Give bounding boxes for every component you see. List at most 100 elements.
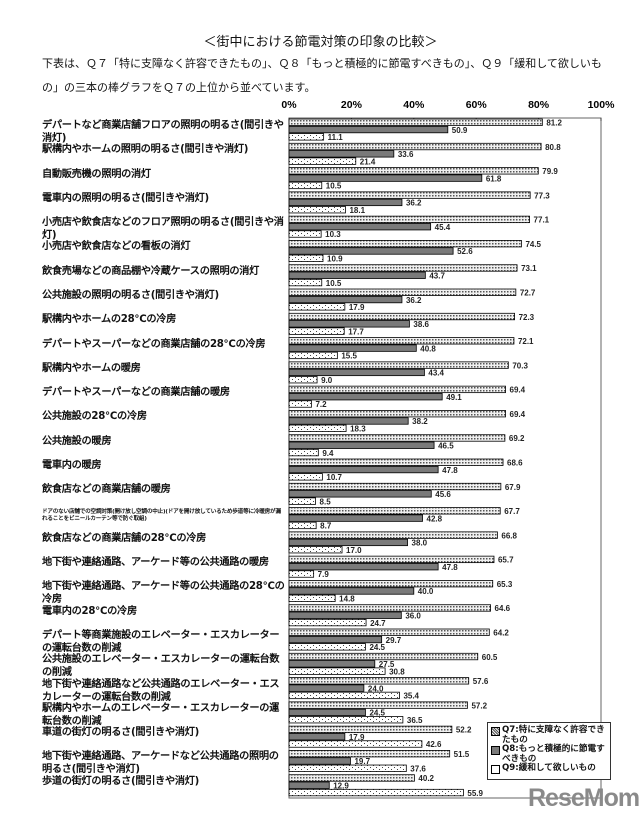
data-label-q8: 46.5 bbox=[438, 442, 454, 451]
legend-swatch-q8 bbox=[491, 746, 500, 755]
bar-q8 bbox=[288, 223, 432, 231]
data-label-q7: 60.5 bbox=[482, 653, 498, 662]
data-label-q7: 51.5 bbox=[454, 750, 470, 759]
data-label-q7: 69.4 bbox=[510, 410, 526, 419]
data-label-q8: 42.8 bbox=[427, 514, 443, 523]
data-label-q7: 69.2 bbox=[509, 434, 525, 443]
bar-q8 bbox=[288, 344, 417, 352]
bar-q9 bbox=[288, 448, 319, 457]
category-label: 地下街や連絡通路、アーケード等の公共通路の暖房 bbox=[42, 557, 269, 569]
data-label-q8: 40.0 bbox=[418, 587, 434, 596]
bar-q8 bbox=[288, 247, 454, 255]
bar-q7 bbox=[288, 215, 530, 224]
bar-q9 bbox=[288, 497, 316, 505]
bar-q7 bbox=[288, 604, 491, 612]
data-label-q9: 42.6 bbox=[426, 740, 442, 749]
bar-q7 bbox=[288, 191, 531, 199]
resemom-logo: ReseMom bbox=[528, 784, 640, 812]
bar-q9 bbox=[288, 254, 324, 262]
bar-q8 bbox=[288, 320, 410, 328]
bar-q7 bbox=[288, 677, 470, 685]
bar-q8 bbox=[288, 490, 432, 498]
data-label-q7: 81.2 bbox=[546, 119, 562, 128]
data-label-q9: 37.6 bbox=[410, 765, 426, 774]
category-label: デパートやスーパーなどの商業店舗の暖房 bbox=[42, 387, 230, 399]
data-label-q9: 15.5 bbox=[341, 352, 357, 361]
data-label-q8: 47.8 bbox=[442, 466, 458, 475]
data-label-q8: 36.2 bbox=[406, 296, 422, 305]
category-label: 公共施設の照明の明るさ(間引きや消灯) bbox=[42, 290, 219, 301]
bar-q7 bbox=[288, 725, 453, 734]
data-label-q9: 24.5 bbox=[369, 643, 385, 652]
category-label: 自動販売機の照明の消灯 bbox=[42, 168, 151, 180]
category-label: 車道の街灯の明るさ(間引きや消灯) bbox=[42, 727, 200, 739]
data-label-q9: 10.5 bbox=[326, 182, 342, 191]
bar-q7 bbox=[288, 458, 504, 466]
data-label-q8: 61.8 bbox=[486, 174, 502, 183]
bar-q7 bbox=[288, 555, 495, 564]
bar-q9 bbox=[288, 473, 323, 481]
bar-q7 bbox=[288, 167, 539, 175]
bar-q8 bbox=[288, 465, 439, 474]
data-label-q9: 14.8 bbox=[339, 595, 355, 604]
data-label-q7: 52.2 bbox=[456, 726, 472, 735]
bar-q7 bbox=[288, 482, 502, 491]
bar-q7 bbox=[288, 410, 506, 418]
x-tick-label: 60% bbox=[466, 99, 488, 111]
data-label-q7: 66.8 bbox=[501, 531, 517, 540]
bar-q7 bbox=[288, 240, 522, 248]
bar-q9 bbox=[288, 206, 346, 214]
bar-q9 bbox=[288, 230, 322, 238]
bar-q8 bbox=[288, 587, 415, 595]
bar-q8 bbox=[288, 635, 383, 644]
category-label: 飲食店などの商業店舗の暖房 bbox=[42, 484, 171, 496]
category-label: 公共施設の28℃の冷房 bbox=[42, 411, 147, 423]
data-label-q7: 67.9 bbox=[505, 483, 521, 492]
data-label-q7: 65.7 bbox=[498, 556, 514, 565]
legend-label-q7: Q7:特に支障なく許容できたもの bbox=[502, 725, 605, 745]
data-label-q9: 8.7 bbox=[320, 522, 332, 531]
bar-q9 bbox=[288, 327, 345, 335]
data-label-q7: 64.2 bbox=[493, 629, 509, 638]
data-label-q7: 72.3 bbox=[519, 313, 535, 322]
data-label-q9: 55.9 bbox=[467, 789, 483, 798]
bar-q9 bbox=[288, 618, 367, 627]
data-label-q9: 36.5 bbox=[407, 716, 423, 725]
chart-description: 下表は、Ｑ７「特に支障なく許容できたもの」、Ｑ８「もっと積極的に節電すべきもの」… bbox=[42, 57, 602, 94]
bar-q8 bbox=[288, 538, 408, 547]
bar-q9 bbox=[288, 376, 318, 384]
bar-q8 bbox=[288, 441, 435, 449]
bar-q7 bbox=[288, 507, 501, 515]
bar-q7 bbox=[288, 628, 490, 636]
plot-frame bbox=[288, 117, 602, 799]
category-label: 地下街や連絡通路、アーケード等の公共通路の28℃の冷房 bbox=[42, 581, 285, 606]
bar-q7 bbox=[288, 750, 451, 758]
bar-q7 bbox=[288, 701, 468, 709]
data-label-q9: 11.1 bbox=[328, 133, 344, 142]
data-label-q8: 24.0 bbox=[368, 684, 384, 693]
data-label-q7: 73.1 bbox=[521, 264, 537, 273]
data-label-q9: 10.5 bbox=[326, 279, 342, 288]
data-label-q9: 7.2 bbox=[315, 400, 327, 409]
bar-q7 bbox=[288, 531, 498, 539]
bar-q9 bbox=[288, 133, 325, 141]
category-label: 小売店や飲食店などのフロア照明の明るさ(間引きや消灯) bbox=[42, 217, 284, 242]
bar-q8 bbox=[288, 150, 395, 158]
bar-q8 bbox=[288, 514, 423, 522]
bar-q8 bbox=[288, 733, 346, 741]
category-label: 歩道の街灯の明るさ(間引きや消灯) bbox=[42, 775, 200, 787]
bar-q8 bbox=[288, 393, 443, 401]
data-label-q8: 40.8 bbox=[420, 344, 436, 353]
data-label-q7: 72.1 bbox=[518, 337, 534, 346]
data-label-q7: 74.5 bbox=[525, 240, 541, 249]
bar-q7 bbox=[288, 337, 515, 345]
data-label-q7: 57.6 bbox=[473, 677, 489, 686]
bar-q9 bbox=[288, 424, 347, 432]
category-label: 電車内の照明の明るさ(間引きや消灯) bbox=[42, 192, 209, 204]
data-label-q7: 68.6 bbox=[507, 459, 523, 468]
data-label-q8: 45.4 bbox=[435, 223, 451, 232]
x-tick-label: 100% bbox=[588, 99, 616, 111]
bar-q8 bbox=[288, 271, 426, 279]
bar-q8 bbox=[288, 174, 483, 182]
